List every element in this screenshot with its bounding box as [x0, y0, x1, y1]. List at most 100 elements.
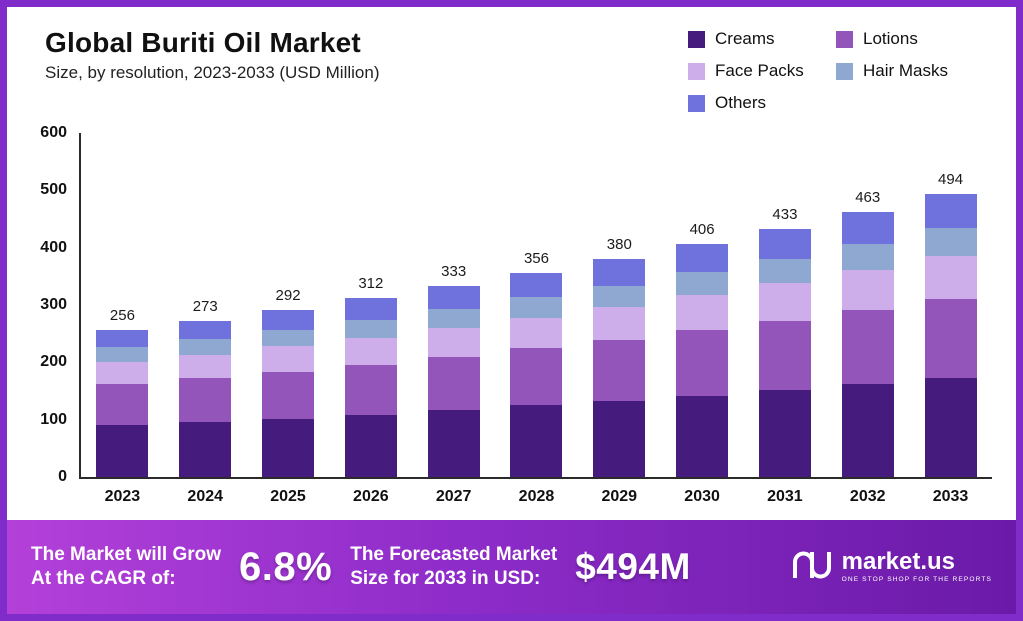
bar-segment-lotions — [593, 339, 646, 401]
x-axis-label: 2033 — [932, 488, 969, 505]
bar-segment-face-packs — [344, 337, 397, 365]
brand-name: market.us — [841, 548, 956, 576]
chart-section: Global Buriti Oil Market Size, by resolu… — [7, 7, 1016, 520]
bar-segment-lotions — [179, 378, 232, 422]
bar-2031: 433 — [758, 205, 811, 477]
bar-segment-face-packs — [593, 307, 646, 340]
bar-total-label: 333 — [441, 263, 467, 281]
bar-total-label: 292 — [275, 286, 301, 304]
bar-segment-others — [344, 298, 397, 320]
bar-segment-lotions — [96, 384, 149, 426]
x-axis-label: 2023 — [104, 488, 141, 505]
forecast-label-line1: The Forecasted Market — [350, 544, 558, 566]
y-axis: 0 100 200 300 400 500 600 — [21, 124, 79, 485]
bar-segment-others — [758, 228, 811, 259]
bar-total-label: 273 — [192, 297, 218, 315]
bar-segment-creams — [344, 414, 397, 477]
y-axis-tick: 400 — [40, 238, 67, 256]
bar-total-label: 463 — [855, 188, 881, 206]
bar-segment-creams — [179, 421, 232, 477]
cagr-label-line1: The Market will Grow — [31, 544, 222, 566]
bar-segment-others — [841, 211, 894, 244]
bar-total-label: 406 — [689, 221, 715, 239]
bar-segment-face-packs — [758, 283, 811, 321]
bar-total-label: 256 — [109, 307, 135, 325]
x-axis-label: 2029 — [601, 488, 638, 505]
bar-stack — [427, 286, 480, 477]
x-axis-label: 2030 — [684, 488, 720, 505]
bar-2025: 292 — [262, 286, 315, 477]
bar-2029: 380 — [593, 236, 646, 477]
bar-stack — [593, 259, 646, 477]
bar-segment-others — [924, 193, 977, 229]
chart-header: Global Buriti Oil Market Size, by resolu… — [21, 17, 992, 123]
x-axis-labels: 2023 2024 2025 2026 2027 2028 2029 2030 2031 2032… — [81, 479, 992, 506]
bar-stack — [262, 309, 315, 477]
bar-segment-hair-masks — [510, 297, 563, 318]
cagr-value: 6.8% — [239, 544, 333, 589]
x-axis-label: 2027 — [435, 488, 472, 505]
legend-label: Others — [715, 93, 767, 112]
bar-segment-others — [427, 286, 480, 310]
bar-2024: 273 — [179, 297, 232, 477]
bar-stack — [924, 193, 977, 477]
bar-segment-lotions — [676, 330, 729, 396]
marketus-logo-icon — [791, 550, 833, 585]
legend-item-face-packs: Face Packs — [688, 61, 836, 81]
bar-stack — [510, 272, 563, 477]
bar-segment-hair-masks — [593, 285, 646, 308]
bar-segment-hair-masks — [344, 319, 397, 338]
bar-2023: 256 — [96, 307, 149, 477]
y-axis-tick: 600 — [40, 124, 67, 141]
bar-segment-face-packs — [676, 295, 729, 331]
bar-segment-lotions — [344, 364, 397, 415]
bar-segment-face-packs — [427, 327, 480, 357]
bar-stack — [96, 330, 149, 477]
y-axis-tick: 500 — [40, 181, 67, 199]
legend: Creams Lotions Face Packs Hair Masks Others — [688, 29, 986, 113]
bar-total-label: 312 — [358, 275, 384, 293]
bar-stack — [179, 320, 232, 477]
plot-area: 0 100 200 300 400 500 600 256 273 292 312 333 356 38… — [21, 124, 992, 485]
bar-segment-creams — [96, 425, 149, 477]
bar-2033: 494 — [924, 171, 977, 477]
x-axis-label: 2026 — [353, 488, 389, 505]
bar-2026: 312 — [344, 275, 397, 477]
page-title: Global Buriti Oil Market — [45, 27, 361, 58]
bar-segment-hair-masks — [676, 271, 729, 296]
brand-tagline: ONE STOP SHOP FOR THE REPORTS — [841, 576, 992, 584]
y-axis-tick: 200 — [40, 353, 67, 371]
legend-swatch — [836, 30, 853, 48]
bar-segment-face-packs — [96, 362, 149, 385]
legend-item-hair-masks: Hair Masks — [836, 61, 986, 81]
bar-segment-hair-masks — [96, 347, 149, 363]
y-axis-tick: 300 — [40, 296, 67, 313]
bar-segment-lotions — [924, 298, 977, 378]
legend-item-lotions: Lotions — [836, 29, 986, 49]
bar-total-label: 356 — [523, 249, 549, 267]
bar-segment-hair-masks — [179, 339, 232, 355]
legend-swatch — [688, 94, 705, 112]
bar-segment-hair-masks — [427, 309, 480, 328]
bar-2030: 406 — [676, 221, 729, 477]
bar-segment-creams — [427, 409, 480, 477]
bar-2028: 356 — [510, 249, 563, 477]
bar-segment-hair-masks — [841, 243, 894, 271]
bar-segment-creams — [676, 395, 729, 477]
x-axis-label: 2025 — [270, 488, 306, 505]
bar-2032: 463 — [841, 188, 894, 477]
page-subtitle: Size, by resolution, 2023-2033 (USD Mill… — [45, 63, 380, 82]
bar-segment-lotions — [758, 320, 811, 390]
bar-segment-hair-masks — [758, 258, 811, 284]
legend-swatch — [688, 62, 705, 80]
bar-stack — [676, 244, 729, 477]
bar-segment-lotions — [427, 356, 480, 410]
bar-total-label: 380 — [606, 236, 632, 254]
bar-segment-creams — [924, 377, 977, 477]
x-axis-label: 2031 — [767, 488, 803, 505]
legend-swatch — [688, 30, 705, 48]
legend-item-others: Others — [688, 93, 836, 113]
bar-total-label: 433 — [772, 205, 798, 223]
bars-area: 256 273 292 312 333 356 380 406 433 463 494 — [79, 133, 992, 479]
